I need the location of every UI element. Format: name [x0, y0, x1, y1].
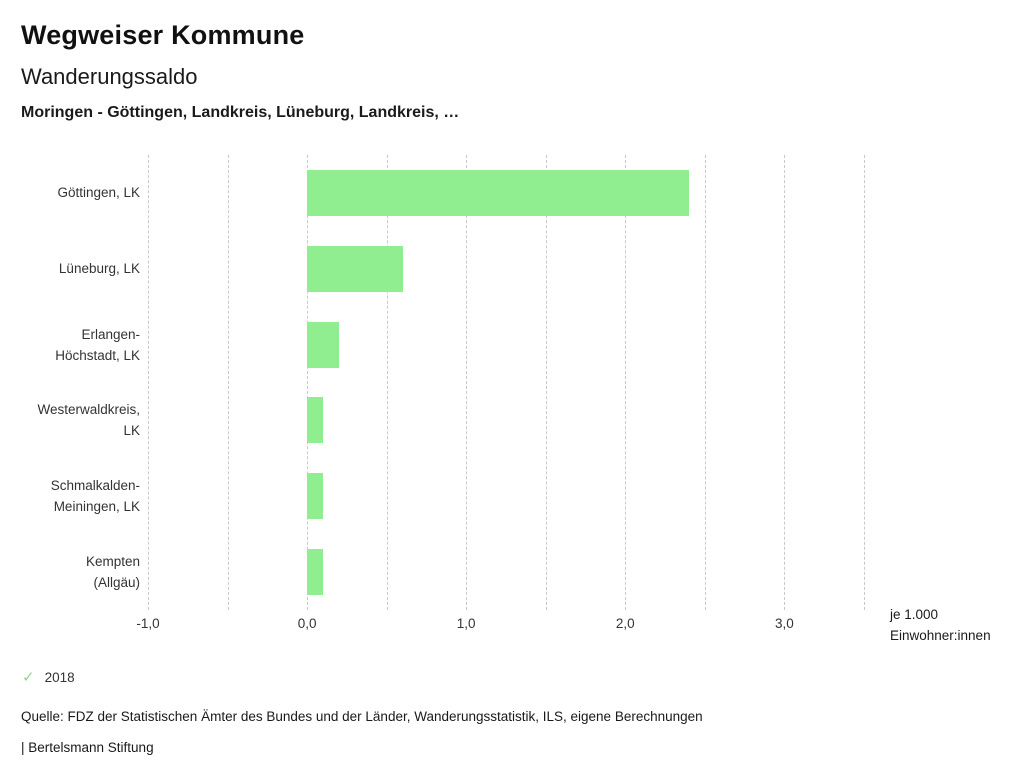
chart-title: Wanderungssaldo: [21, 64, 198, 89]
category-label: Lüneburg, LK: [58, 261, 140, 277]
legend[interactable]: ✓ 2018: [22, 668, 75, 686]
bar-segment[interactable]: [307, 245, 403, 292]
category-label: Kempten (Allgäu): [85, 554, 140, 591]
gridline: [864, 155, 865, 610]
legend-year-label: 2018: [44, 669, 75, 685]
gridline: [625, 155, 627, 610]
check-icon[interactable]: ✓: [22, 669, 35, 686]
chart-selection-subtitle: Moringen - Göttingen, Landkreis, Lünebur…: [21, 104, 460, 121]
category-label: Göttingen, LK: [57, 185, 140, 201]
bar-segment[interactable]: [307, 397, 323, 444]
bar-segment[interactable]: [307, 473, 323, 520]
category-label: Erlangen- Höchstadt, LK: [55, 326, 140, 363]
gridline: [545, 155, 547, 610]
bar-segment[interactable]: [307, 169, 689, 216]
bar-segment[interactable]: [307, 549, 323, 596]
gridline: [386, 155, 388, 610]
x-tick-label: -1,0: [136, 616, 160, 631]
app-title: Wegweiser Kommune: [21, 20, 305, 50]
gridline: [227, 155, 229, 610]
category-label: Schmalkalden- Meiningen, LK: [50, 478, 140, 515]
axis-unit-label: je 1.000 Einwohner:innen: [890, 604, 991, 646]
axis-unit-line2: Einwohner:innen: [890, 628, 991, 643]
gridline: [307, 155, 309, 610]
gridline: [784, 155, 786, 610]
axis-unit-line1: je 1.000: [890, 607, 939, 622]
x-tick-label: 2,0: [615, 616, 635, 631]
bar-segment[interactable]: [307, 321, 339, 368]
gridline: [704, 155, 706, 610]
branding-label: | Bertelsmann Stiftung: [21, 740, 154, 755]
bar-chart: Göttingen, LK Lüneburg, LK Erlangen- Höchst…: [0, 155, 1024, 655]
category-label: Westerwaldkreis, LK: [37, 402, 140, 439]
gridline: [148, 155, 149, 610]
x-tick-label: 0,0: [297, 616, 317, 631]
plot-area: [148, 155, 865, 610]
x-tick-label: 1,0: [456, 616, 476, 631]
x-tick-label: 3,0: [775, 616, 794, 631]
source-note: Quelle: FDZ der Statistischen Ämter des …: [21, 709, 703, 724]
gridline: [466, 155, 468, 610]
x-axis: -1,0 0,0 1,0 2,0 3,0: [136, 616, 864, 636]
category-axis: Göttingen, LK Lüneburg, LK Erlangen- Höchst…: [0, 155, 140, 610]
